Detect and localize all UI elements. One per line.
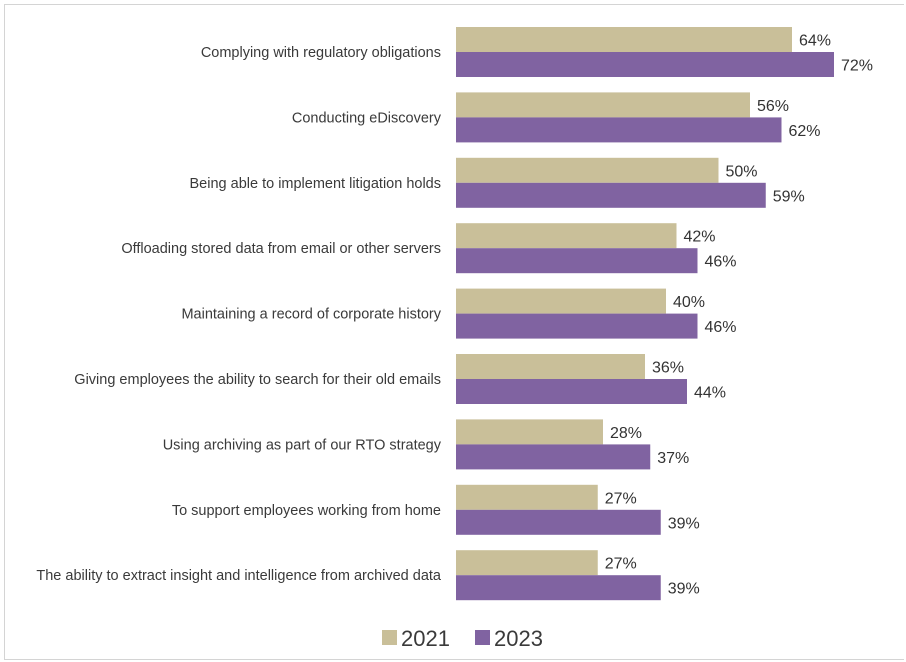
bar-2021-3 <box>456 223 677 249</box>
bar-2023-3 <box>456 248 698 274</box>
bar-2021-4 <box>456 288 666 314</box>
value-label-2023: 46% <box>705 319 737 336</box>
legend-swatch-2023 <box>475 630 490 645</box>
value-label-2023: 59% <box>773 188 805 205</box>
value-label-2021: 27% <box>605 490 637 507</box>
value-label-2023: 72% <box>841 58 873 75</box>
value-label-2021: 40% <box>673 294 705 311</box>
category-label: The ability to extract insight and intel… <box>36 568 442 584</box>
category-label: Complying with regulatory obligations <box>201 45 441 61</box>
bar-2023-5 <box>456 379 687 404</box>
value-label-2021: 27% <box>605 556 637 573</box>
legend-swatch-2021 <box>382 630 397 645</box>
legend-label-2021: 2021 <box>401 626 450 651</box>
bar-2023-2 <box>456 182 766 208</box>
bar-2021-7 <box>456 484 598 510</box>
bar-2021-0 <box>456 27 792 52</box>
bar-2021-6 <box>456 419 603 445</box>
legend-label-2023: 2023 <box>494 626 543 651</box>
value-label-2023: 37% <box>657 450 689 467</box>
category-label: Conducting eDiscovery <box>292 110 442 126</box>
category-label: Being able to implement litigation holds <box>190 176 441 192</box>
value-label-2023: 39% <box>668 581 700 598</box>
legend: 2021 2023 <box>382 626 543 651</box>
bar-2023-8 <box>456 575 661 601</box>
bar-2021-1 <box>456 92 750 118</box>
value-label-2023: 46% <box>705 254 737 271</box>
value-labels: 64%72%56%62%50%59%42%46%40%46%36%44%28%3… <box>605 33 873 598</box>
bar-2021-2 <box>456 157 719 183</box>
category-label: Using archiving as part of our RTO strat… <box>163 437 442 453</box>
bar-2023-4 <box>456 313 698 339</box>
value-label-2023: 44% <box>694 385 726 402</box>
value-label-2021: 28% <box>610 425 642 442</box>
bar-2023-0 <box>456 52 834 77</box>
bar-2023-6 <box>456 444 651 470</box>
value-label-2021: 50% <box>726 163 758 180</box>
bar-2023-1 <box>456 117 782 143</box>
value-label-2021: 56% <box>757 98 789 115</box>
value-label-2023: 39% <box>668 515 700 532</box>
category-label: Offloading stored data from email or oth… <box>121 241 441 257</box>
value-label-2023: 62% <box>789 123 821 140</box>
value-label-2021: 36% <box>652 360 684 377</box>
category-labels: Complying with regulatory obligations Con… <box>36 45 442 584</box>
bars <box>456 27 834 601</box>
bar-2023-7 <box>456 509 661 535</box>
category-label: Maintaining a record of corporate histor… <box>181 307 441 323</box>
value-label-2021: 64% <box>799 33 831 50</box>
value-label-2021: 42% <box>684 229 716 246</box>
category-label: Giving employees the ability to search f… <box>74 372 441 388</box>
category-label: To support employees working from home <box>172 503 441 519</box>
chart-frame <box>4 4 904 660</box>
bar-2021-8 <box>456 550 598 576</box>
bar-2021-5 <box>456 354 645 379</box>
